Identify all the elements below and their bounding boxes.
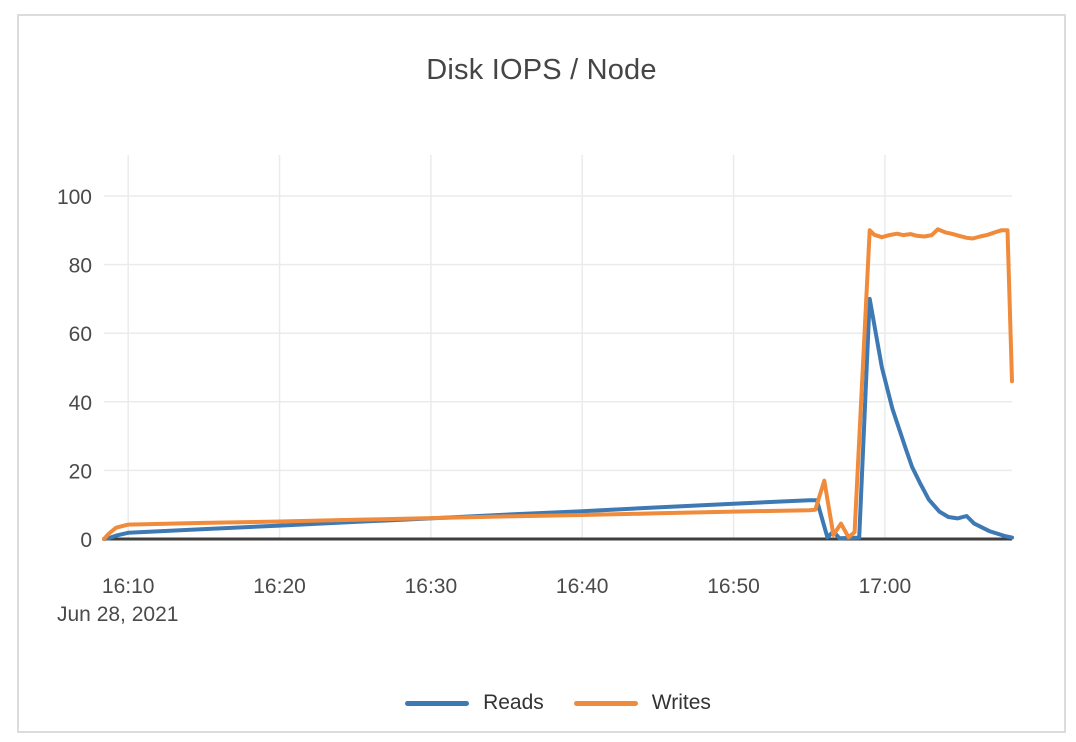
x-tick-label: 16:40: [556, 575, 609, 598]
x-tick-label: 16:20: [253, 575, 306, 598]
y-tick-label: 100: [57, 186, 92, 209]
series-line-reads: [102, 296, 1014, 541]
legend-label-writes: Writes: [651, 691, 711, 714]
y-tick-label: 60: [69, 323, 92, 346]
legend-item-writes[interactable]: Writes: [573, 691, 711, 715]
y-tick-label: 20: [69, 460, 92, 483]
x-tick-label: 17:00: [859, 575, 912, 598]
legend: Reads Writes: [104, 691, 1012, 715]
x-tick-label: 16:10: [102, 575, 155, 598]
chart-title: Disk IOPS / Node: [426, 54, 657, 86]
y-tick-label: 80: [69, 255, 92, 278]
y-tick-label: 0: [80, 529, 92, 552]
x-tick-label: 16:50: [707, 575, 760, 598]
chart-card: [17, 14, 1066, 733]
series-line-writes: [102, 227, 1014, 541]
writes-line-swatch: [573, 700, 638, 706]
y-tick-label: 40: [69, 392, 92, 415]
reads-line-swatch: [405, 700, 470, 706]
legend-item-reads[interactable]: Reads: [405, 691, 544, 715]
x-tick-label: 16:30: [405, 575, 458, 598]
legend-label-reads: Reads: [483, 691, 544, 714]
x-axis-date-label: Jun 28, 2021: [57, 603, 178, 626]
